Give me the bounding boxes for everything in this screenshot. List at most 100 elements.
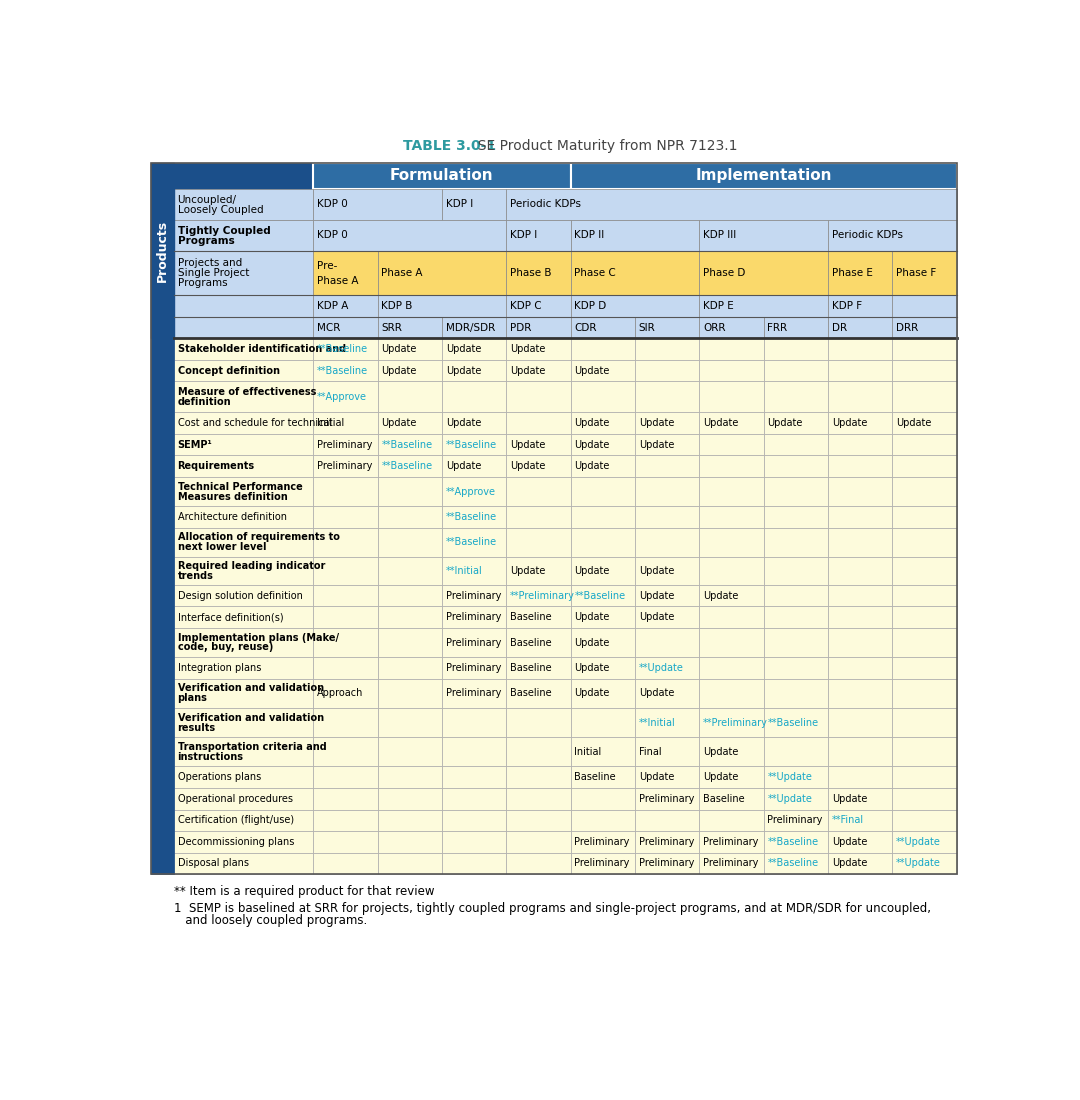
Bar (764, 433, 828, 455)
Bar (507, 557, 570, 585)
Text: Update: Update (575, 418, 610, 428)
Text: KDP F: KDP F (832, 301, 862, 311)
Text: Formulation: Formulation (390, 168, 494, 184)
Text: Update: Update (510, 461, 545, 471)
Bar (764, 360, 828, 382)
Bar (635, 557, 699, 585)
Bar (635, 585, 699, 606)
Text: Update: Update (638, 772, 674, 782)
Text: **Baseline: **Baseline (575, 591, 625, 601)
Bar (174, 628, 313, 657)
Text: Design solution definition: Design solution definition (177, 591, 302, 601)
Text: MCR: MCR (318, 322, 340, 332)
Bar (442, 585, 507, 606)
Text: Allocation of requirements to: Allocation of requirements to (177, 532, 339, 542)
Text: Preliminary: Preliminary (446, 612, 501, 623)
Bar (174, 679, 313, 708)
Bar (507, 220, 570, 251)
Bar (764, 767, 828, 788)
Bar (828, 657, 892, 679)
Text: Verification and validation: Verification and validation (177, 713, 324, 723)
Text: FRR: FRR (768, 322, 787, 332)
Text: Uncoupled/: Uncoupled/ (177, 195, 237, 205)
Bar (570, 382, 635, 412)
Bar (507, 628, 570, 657)
Bar (635, 832, 699, 852)
Text: Update: Update (575, 365, 610, 376)
Text: **Update: **Update (768, 772, 812, 782)
Bar (174, 528, 313, 557)
Text: Update: Update (575, 689, 610, 698)
Bar (174, 382, 313, 412)
Bar (635, 528, 699, 557)
Text: SEMP¹: SEMP¹ (177, 440, 213, 450)
Text: Update: Update (703, 772, 739, 782)
Bar (378, 788, 442, 810)
Bar (174, 852, 313, 874)
Bar (313, 220, 507, 251)
Bar (507, 679, 570, 708)
Bar (828, 412, 892, 433)
Bar (150, 189, 174, 220)
Bar (828, 317, 892, 339)
Bar (828, 477, 892, 506)
Text: **Baseline: **Baseline (318, 344, 368, 354)
Bar (174, 220, 313, 251)
Bar (764, 477, 828, 506)
Text: Transportation criteria and: Transportation criteria and (177, 741, 326, 752)
Bar (699, 737, 764, 767)
Text: Periodic KDPs: Periodic KDPs (832, 230, 903, 240)
Text: Update: Update (832, 837, 867, 847)
Text: Disposal plans: Disposal plans (177, 858, 248, 869)
Text: **Baseline: **Baseline (446, 512, 497, 522)
Bar (892, 251, 957, 295)
Text: 1  SEMP is baselined at SRR for projects, tightly coupled programs and single-pr: 1 SEMP is baselined at SRR for projects,… (174, 902, 931, 915)
Bar (828, 433, 892, 455)
Text: SRR: SRR (381, 322, 403, 332)
Text: Preliminary: Preliminary (446, 591, 501, 601)
Bar (313, 679, 378, 708)
Bar (892, 628, 957, 657)
Bar (570, 220, 699, 251)
Text: Baseline: Baseline (510, 612, 552, 623)
Text: Verification and validation: Verification and validation (177, 683, 324, 693)
Bar (570, 788, 635, 810)
Bar (174, 585, 313, 606)
Text: Preliminary: Preliminary (318, 440, 373, 450)
Text: Baseline: Baseline (510, 663, 552, 673)
Bar (378, 679, 442, 708)
Text: Initial: Initial (575, 747, 602, 757)
Bar (378, 433, 442, 455)
Bar (174, 189, 313, 220)
Bar (828, 339, 892, 360)
Bar (892, 412, 957, 433)
Bar (892, 295, 957, 317)
Text: Preliminary: Preliminary (575, 837, 630, 847)
Bar (635, 317, 699, 339)
Bar (635, 433, 699, 455)
Bar (635, 455, 699, 477)
Bar (828, 251, 892, 295)
Bar (635, 506, 699, 528)
Text: Periodic KDPs: Periodic KDPs (510, 199, 581, 209)
Bar (892, 360, 957, 382)
Bar (635, 657, 699, 679)
Bar (150, 220, 174, 251)
Bar (764, 628, 828, 657)
Bar (442, 557, 507, 585)
Bar (570, 317, 635, 339)
Bar (828, 810, 892, 832)
Text: Update: Update (575, 612, 610, 623)
Text: Update: Update (638, 440, 674, 450)
Text: KDP 0: KDP 0 (318, 230, 348, 240)
Bar (699, 767, 764, 788)
Bar (828, 506, 892, 528)
Text: Certification (flight/use): Certification (flight/use) (177, 815, 294, 825)
Text: Implementation plans (Make/: Implementation plans (Make/ (177, 632, 339, 642)
Bar (828, 557, 892, 585)
Text: Loosely Coupled: Loosely Coupled (177, 205, 264, 214)
Bar (174, 433, 313, 455)
Text: KDP C: KDP C (510, 301, 542, 311)
Text: **Final: **Final (832, 815, 864, 825)
Bar (892, 737, 957, 767)
